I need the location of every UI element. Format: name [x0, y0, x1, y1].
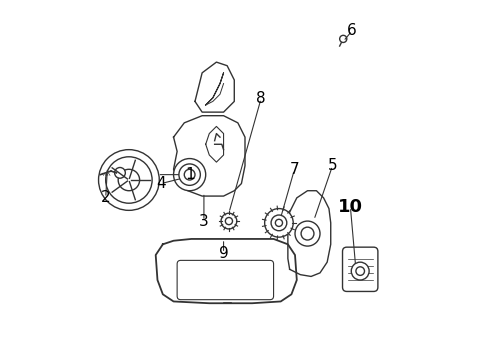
Polygon shape — [195, 62, 234, 112]
Text: 7: 7 — [290, 162, 299, 177]
Polygon shape — [156, 239, 297, 303]
FancyBboxPatch shape — [343, 247, 378, 292]
Text: 4: 4 — [156, 176, 166, 191]
Circle shape — [271, 215, 287, 231]
Circle shape — [295, 221, 320, 246]
Circle shape — [221, 213, 237, 229]
Circle shape — [340, 35, 347, 42]
Circle shape — [301, 227, 314, 240]
Text: 8: 8 — [256, 91, 266, 106]
Polygon shape — [288, 191, 331, 276]
Circle shape — [115, 167, 125, 178]
Circle shape — [265, 208, 293, 237]
Polygon shape — [173, 116, 245, 196]
Circle shape — [106, 157, 152, 203]
Text: 5: 5 — [328, 158, 337, 173]
Circle shape — [118, 169, 140, 191]
Text: 2: 2 — [101, 190, 111, 205]
Circle shape — [98, 150, 159, 210]
Circle shape — [173, 158, 206, 191]
Circle shape — [184, 169, 195, 180]
Text: 6: 6 — [347, 23, 357, 38]
FancyBboxPatch shape — [177, 260, 273, 300]
Circle shape — [225, 217, 232, 225]
Text: 1: 1 — [185, 167, 195, 182]
Circle shape — [356, 267, 365, 275]
Circle shape — [179, 164, 200, 185]
Text: 3: 3 — [199, 213, 209, 229]
Text: 10: 10 — [338, 198, 363, 216]
Circle shape — [351, 262, 369, 280]
Text: 9: 9 — [219, 246, 228, 261]
Circle shape — [275, 219, 283, 226]
